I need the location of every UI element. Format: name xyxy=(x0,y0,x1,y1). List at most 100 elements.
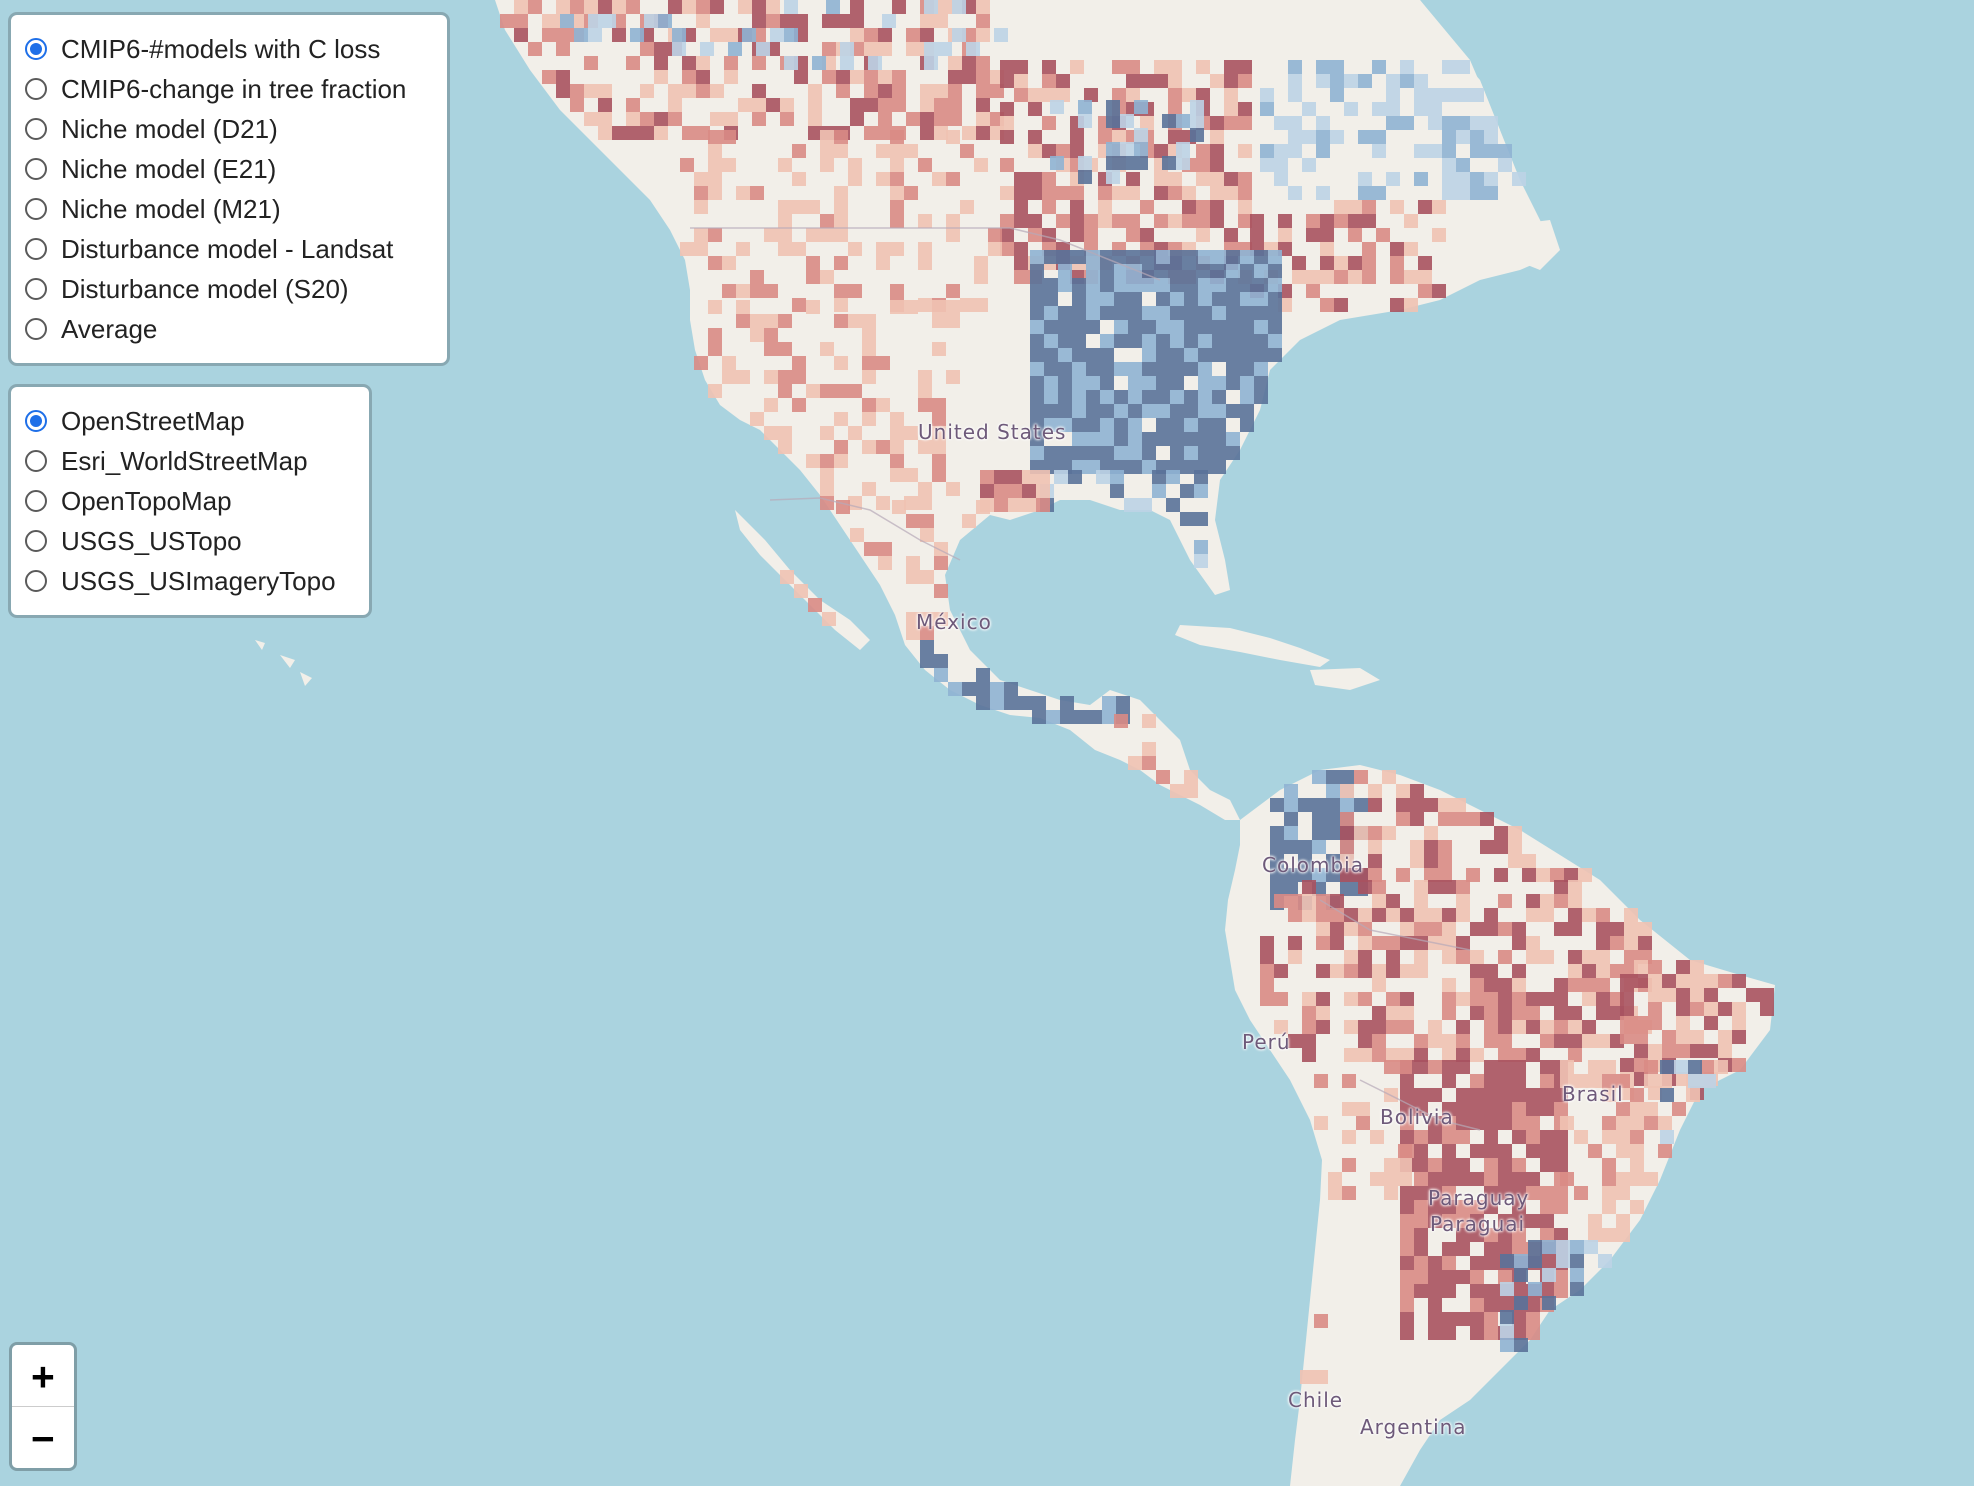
grid-cell xyxy=(1184,418,1198,432)
grid-cell xyxy=(1660,1088,1674,1102)
radio-button[interactable] xyxy=(25,198,47,220)
radio-button[interactable] xyxy=(25,38,47,60)
grid-cell xyxy=(1114,334,1128,348)
grid-cell xyxy=(918,214,932,228)
grid-cell xyxy=(626,98,640,112)
overlay-layer-option[interactable]: Niche model (E21) xyxy=(25,149,429,189)
grid-cell xyxy=(1086,418,1100,432)
overlay-layer-option[interactable]: Niche model (D21) xyxy=(25,109,429,149)
grid-cell xyxy=(1098,186,1112,200)
grid-cell xyxy=(1044,320,1058,334)
base-layer-option[interactable]: Esri_WorldStreetMap xyxy=(25,441,351,481)
radio-button[interactable] xyxy=(25,530,47,552)
grid-cell xyxy=(784,0,798,14)
grid-cell xyxy=(728,42,742,56)
grid-cell xyxy=(1000,74,1014,88)
grid-cell xyxy=(1240,390,1254,404)
base-layer-option[interactable]: OpenTopoMap xyxy=(25,481,351,521)
grid-cell xyxy=(1470,964,1484,978)
grid-cell xyxy=(1142,348,1156,362)
grid-cell xyxy=(750,328,764,342)
radio-button[interactable] xyxy=(25,450,47,472)
overlay-layer-option[interactable]: Average xyxy=(25,309,429,349)
base-layer-option[interactable]: OpenStreetMap xyxy=(25,401,351,441)
grid-cell xyxy=(812,56,826,70)
grid-cell xyxy=(1484,144,1498,158)
grid-cell xyxy=(1348,214,1362,228)
grid-cell xyxy=(1540,894,1554,908)
grid-cell xyxy=(1224,186,1238,200)
grid-cell xyxy=(1372,936,1386,950)
grid-cell xyxy=(1400,1116,1414,1130)
grid-cell xyxy=(602,14,616,28)
overlay-layer-option[interactable]: CMIP6-change in tree fraction xyxy=(25,69,429,109)
grid-cell xyxy=(1030,404,1044,418)
grid-cell xyxy=(584,56,598,70)
grid-cell xyxy=(784,56,798,70)
grid-cell xyxy=(892,84,906,98)
grid-cell xyxy=(1194,540,1208,554)
grid-cell xyxy=(1386,1020,1400,1034)
radio-button[interactable] xyxy=(25,410,47,432)
grid-cell xyxy=(1042,172,1056,186)
grid-cell xyxy=(1704,974,1718,988)
grid-cell xyxy=(1648,960,1662,974)
grid-cell xyxy=(1540,1200,1554,1214)
grid-cell xyxy=(1106,170,1120,184)
grid-cell xyxy=(1372,102,1386,116)
grid-cell xyxy=(1224,172,1238,186)
grid-cell xyxy=(1326,770,1340,784)
radio-button[interactable] xyxy=(25,158,47,180)
zoom-out-button[interactable]: − xyxy=(12,1406,74,1468)
overlay-layer-option[interactable]: Niche model (M21) xyxy=(25,189,429,229)
grid-cell xyxy=(1072,334,1086,348)
grid-cell xyxy=(752,84,766,98)
grid-cell xyxy=(778,384,792,398)
grid-cell xyxy=(1362,270,1376,284)
grid-cell xyxy=(1340,854,1354,868)
grid-cell xyxy=(626,112,640,126)
grid-cell xyxy=(1340,826,1354,840)
radio-button[interactable] xyxy=(25,118,47,140)
grid-cell xyxy=(1400,1200,1414,1214)
radio-button[interactable] xyxy=(25,570,47,592)
base-layer-option[interactable]: USGS_USImageryTopo xyxy=(25,561,351,601)
grid-cell xyxy=(1568,964,1582,978)
grid-cell xyxy=(1370,1172,1384,1186)
grid-cell xyxy=(1512,1074,1526,1088)
grid-cell xyxy=(1278,214,1292,228)
grid-cell xyxy=(1704,988,1718,1002)
grid-cell xyxy=(1166,498,1180,512)
grid-cell xyxy=(1470,172,1484,186)
grid-cell xyxy=(834,130,848,144)
grid-cell xyxy=(1630,1172,1644,1186)
grid-cell xyxy=(876,398,890,412)
radio-button[interactable] xyxy=(25,490,47,512)
grid-cell xyxy=(1410,812,1424,826)
base-layer-option[interactable]: USGS_USTopo xyxy=(25,521,351,561)
overlay-layer-option[interactable]: CMIP6-#models with C loss xyxy=(25,29,429,69)
grid-cell xyxy=(1044,376,1058,390)
grid-cell xyxy=(1198,250,1212,264)
grid-cell xyxy=(1414,1144,1428,1158)
grid-cell xyxy=(1358,130,1372,144)
overlay-layer-option[interactable]: Disturbance model - Landsat xyxy=(25,229,429,269)
radio-button[interactable] xyxy=(25,318,47,340)
grid-cell xyxy=(1270,868,1284,882)
grid-cell xyxy=(722,158,736,172)
grid-cell xyxy=(1648,1002,1662,1016)
grid-cell xyxy=(1368,826,1382,840)
radio-button[interactable] xyxy=(25,78,47,100)
grid-cell xyxy=(1554,880,1568,894)
grid-cell xyxy=(1526,1130,1540,1144)
grid-cell xyxy=(1068,470,1082,484)
grid-cell xyxy=(598,98,612,112)
radio-button[interactable] xyxy=(25,238,47,260)
grid-cell xyxy=(1554,1158,1568,1172)
grid-cell xyxy=(1634,974,1648,988)
grid-cell xyxy=(1004,696,1018,710)
grid-cell xyxy=(1036,484,1050,498)
radio-button[interactable] xyxy=(25,278,47,300)
overlay-layer-option[interactable]: Disturbance model (S20) xyxy=(25,269,429,309)
zoom-in-button[interactable]: + xyxy=(12,1345,74,1406)
